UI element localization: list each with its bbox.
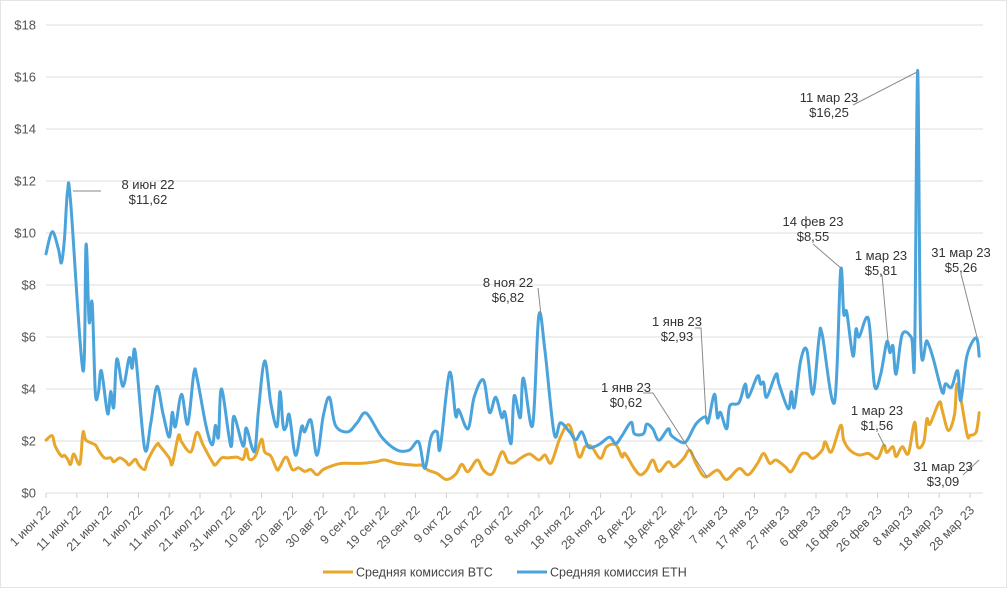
legend: Средняя комиссия BTC Средняя комиссия ET…	[323, 566, 687, 580]
series-line-eth	[44, 68, 981, 470]
annotation-value: $8,55	[797, 229, 830, 244]
legend-label-btc: Средняя комиссия BTC	[356, 566, 493, 580]
annotation-value: $11,62	[129, 192, 168, 207]
annotation-date: 11 мар 23	[800, 90, 859, 105]
annotation-date: 31 мар 23	[931, 245, 991, 260]
annotation-leader-line	[881, 274, 889, 342]
annotation-date: 1 янв 23	[652, 314, 702, 329]
series-lines	[44, 68, 981, 481]
y-tick-label: $0	[22, 486, 36, 501]
annotation-value: $0,62	[610, 395, 643, 410]
annotation-leader-line	[877, 432, 886, 448]
y-tick-label: $12	[14, 174, 36, 189]
annotation: 1 мар 23$1,56	[851, 403, 903, 448]
annotation-value: $2,93	[661, 329, 694, 344]
annotation: 1 янв 23$0,62	[601, 380, 708, 478]
annotation: 31 мар 23$5,26	[931, 245, 991, 338]
y-tick-label: $18	[14, 18, 36, 33]
annotation-date: 1 мар 23	[851, 403, 903, 418]
annotation-value: $3,09	[927, 474, 960, 489]
y-tick-label: $2	[22, 434, 36, 449]
y-tick-label: $14	[14, 122, 36, 137]
annotation-value: $16,25	[809, 105, 849, 120]
annotation-value: $5,81	[865, 263, 898, 278]
annotation: 31 мар 23$3,09	[913, 459, 980, 489]
annotation: 1 мар 23$5,81	[855, 248, 907, 342]
annotation: 1 янв 23$2,93	[652, 314, 707, 418]
annotation-leader-line	[537, 287, 542, 316]
annotation: 11 мар 23$16,25	[800, 71, 918, 120]
annotation: 14 фев 23$8,55	[783, 214, 844, 270]
annotation-leader-line	[643, 392, 708, 478]
annotation-leader-line	[960, 273, 978, 338]
annotation-leader-line	[852, 71, 918, 106]
y-tick-label: $8	[22, 278, 36, 293]
annotation-value: $6,82	[492, 290, 525, 305]
y-tick-label: $4	[22, 382, 36, 397]
series-line-btc	[44, 382, 981, 481]
annotation-leader-line	[695, 327, 707, 418]
annotation-value: $5,26	[945, 260, 978, 275]
annotation-date: 1 янв 23	[601, 380, 651, 395]
y-tick-label: $6	[22, 330, 36, 345]
annotation-date: 14 фев 23	[783, 214, 844, 229]
y-axis: $0 $2 $4 $6 $8 $10 $12 $14 $16 $18	[14, 18, 36, 501]
annotation-date: 8 ноя 22	[483, 275, 533, 290]
legend-label-eth: Средняя комиссия ETH	[550, 566, 687, 580]
annotation-value: $1,56	[861, 418, 894, 433]
y-tick-label: $16	[14, 70, 36, 85]
annotation-date: 1 мар 23	[855, 248, 907, 263]
annotation-leader-line	[812, 243, 843, 270]
annotation-leader-line	[962, 459, 980, 476]
annotations: 8 июн 22$11,628 ноя 22$6,821 янв 23$2,93…	[73, 71, 991, 489]
annotation: 8 июн 22$11,62	[73, 177, 175, 207]
y-tick-label: $10	[14, 226, 36, 241]
annotation: 8 ноя 22$6,82	[483, 275, 542, 316]
annotation-date: 31 мар 23	[913, 459, 973, 474]
annotation-date: 8 июн 22	[121, 177, 174, 192]
